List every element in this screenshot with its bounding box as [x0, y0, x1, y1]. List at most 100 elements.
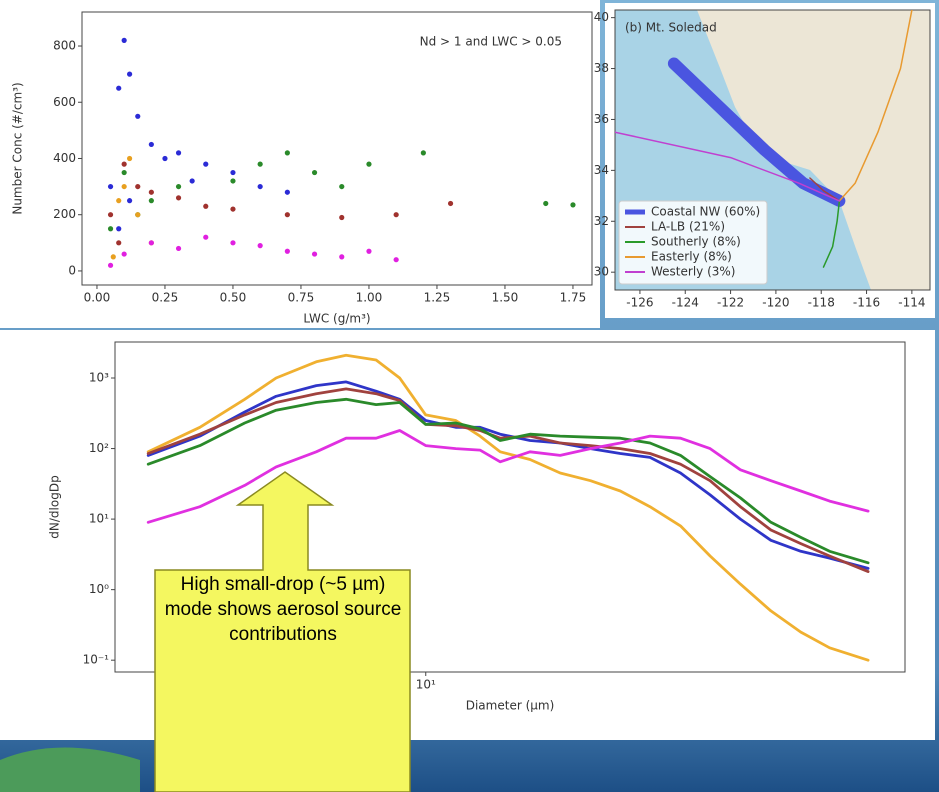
point — [312, 170, 317, 175]
y-axis-label: Number Conc (#/cm³) — [11, 82, 25, 214]
point — [285, 190, 290, 195]
x-tick-label: 0.00 — [84, 291, 111, 305]
x-tick-label: -126 — [626, 296, 653, 310]
y-axis-label: dN/dlogDp — [48, 475, 62, 538]
x-tick-label: 0.50 — [220, 291, 247, 305]
point — [230, 178, 235, 183]
point — [108, 212, 113, 217]
point — [116, 198, 121, 203]
point — [366, 162, 371, 167]
point — [230, 240, 235, 245]
point — [108, 263, 113, 268]
y-tick-label: 10¹ — [89, 512, 109, 526]
x-tick-label: 1.50 — [492, 291, 519, 305]
point — [203, 235, 208, 240]
y-tick-label: 0 — [68, 263, 76, 277]
y-tick-label: 32 — [594, 214, 609, 228]
point — [421, 150, 426, 155]
x-tick-label: -118 — [808, 296, 835, 310]
x-tick-label: 1.25 — [424, 291, 451, 305]
chart-title: Nd > 1 and LWC > 0.05 — [420, 35, 562, 49]
point — [149, 240, 154, 245]
y-tick-label: 10⁻¹ — [83, 653, 110, 667]
point — [176, 184, 181, 189]
point — [135, 212, 140, 217]
x-tick-label: 0.75 — [288, 291, 315, 305]
point — [122, 38, 127, 43]
x-tick-label: -120 — [762, 296, 789, 310]
point — [176, 246, 181, 251]
legend-label: Westerly (3%) — [651, 265, 735, 279]
legend-label: Southerly (8%) — [651, 235, 741, 249]
point — [127, 156, 132, 161]
point — [122, 184, 127, 189]
y-tick-label: 600 — [53, 95, 76, 109]
panel — [0, 0, 600, 328]
point — [190, 178, 195, 183]
point — [339, 254, 344, 259]
point — [394, 212, 399, 217]
y-tick-label: 800 — [53, 39, 76, 53]
point — [230, 206, 235, 211]
point — [203, 204, 208, 209]
point — [176, 195, 181, 200]
point — [149, 190, 154, 195]
slide: 0 200 400 600 800 0.00 0.25 0.50 0.75 1.00 1.25 1.5… — [0, 0, 939, 792]
y-tick-label: 200 — [53, 207, 76, 221]
point — [135, 184, 140, 189]
x-tick-label: -124 — [672, 296, 699, 310]
y-tick-label: 40 — [594, 10, 609, 24]
legend-label: Coastal NW (60%) — [651, 205, 760, 219]
point — [122, 170, 127, 175]
point — [339, 184, 344, 189]
callout-text: High small-drop (~5 µm) mode shows aeros… — [158, 572, 408, 647]
point — [285, 150, 290, 155]
point — [339, 215, 344, 220]
point — [116, 86, 121, 91]
x-tick-label: -122 — [717, 296, 744, 310]
point — [285, 212, 290, 217]
y-tick-label: 10² — [89, 441, 109, 455]
legend-label: LA-LB (21%) — [651, 220, 725, 234]
point — [135, 114, 140, 119]
point — [448, 201, 453, 206]
point — [285, 249, 290, 254]
y-tick-label: 38 — [594, 61, 609, 75]
x-tick-label: 1.00 — [356, 291, 383, 305]
y-tick-label: 10³ — [89, 371, 109, 385]
point — [312, 251, 317, 256]
point — [543, 201, 548, 206]
y-tick-label: 36 — [594, 112, 609, 126]
y-tick-label: 34 — [594, 163, 609, 177]
point — [122, 251, 127, 256]
legend-label: Easterly (8%) — [651, 250, 732, 264]
point — [394, 257, 399, 262]
point — [149, 142, 154, 147]
point — [176, 150, 181, 155]
point — [258, 162, 263, 167]
point — [116, 240, 121, 245]
point — [122, 162, 127, 167]
point — [570, 202, 575, 207]
y-tick-label: 10⁰ — [89, 582, 109, 596]
point — [108, 226, 113, 231]
point — [366, 249, 371, 254]
x-axis-label: LWC (g/m³) — [303, 312, 370, 326]
y-tick-label: 400 — [53, 151, 76, 165]
point — [258, 184, 263, 189]
x-tick-label: 1.75 — [560, 291, 587, 305]
point — [127, 198, 132, 203]
y-tick-label: 30 — [594, 265, 609, 279]
point — [108, 184, 113, 189]
point — [258, 243, 263, 248]
point — [230, 170, 235, 175]
chart: 0 200 400 600 800 0.00 0.25 0.50 0.75 1.00 1.25 1.5… — [0, 0, 939, 792]
point — [162, 156, 167, 161]
point — [116, 226, 121, 231]
point — [127, 72, 132, 77]
x-tick-label: 10¹ — [416, 678, 436, 692]
x-axis-label: Diameter (µm) — [466, 699, 555, 713]
chart-title: (b) Mt. Soledad — [625, 21, 717, 35]
point — [111, 254, 116, 259]
x-tick-label: 0.25 — [152, 291, 179, 305]
